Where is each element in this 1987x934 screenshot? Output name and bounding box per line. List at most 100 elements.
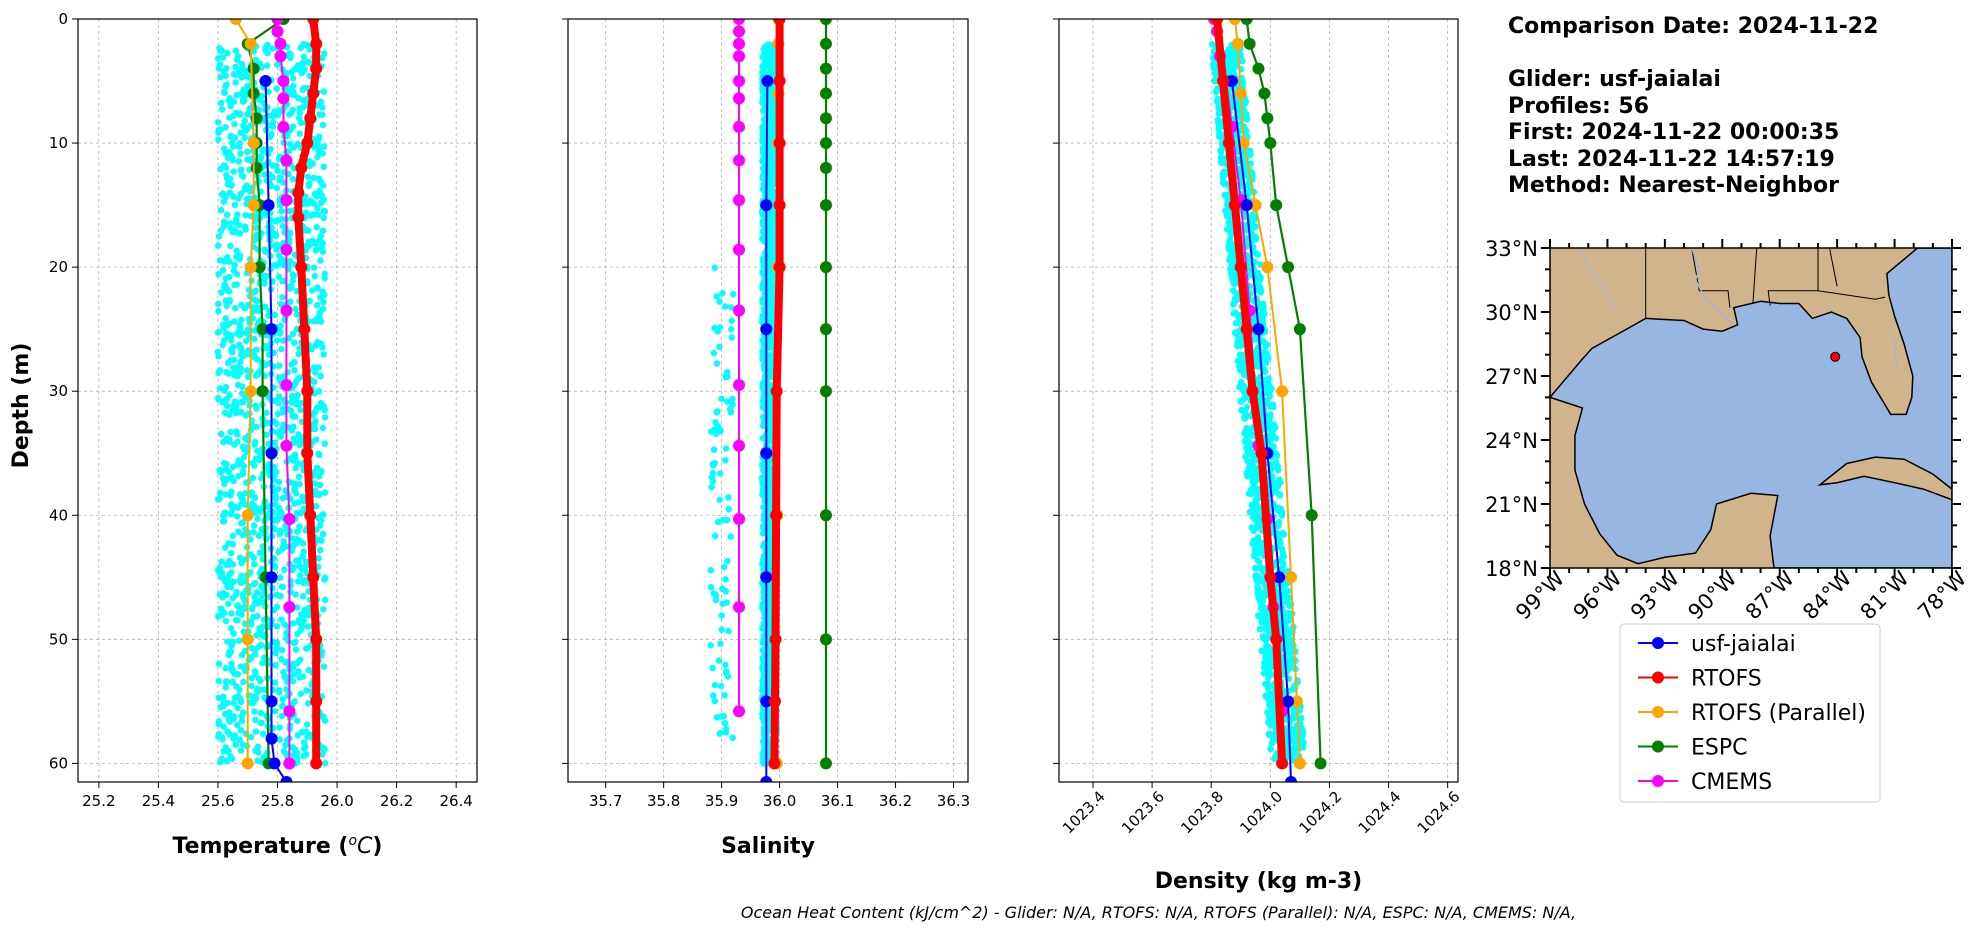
glider-point [224, 699, 231, 707]
glider-point [722, 457, 729, 464]
glider-point [283, 86, 290, 94]
glider-point [712, 591, 720, 599]
glider-point [1267, 745, 1274, 753]
glider-point [275, 511, 282, 519]
glider-point [309, 425, 317, 433]
glider-point [299, 553, 306, 560]
glider-point [715, 657, 722, 664]
glider-point [765, 619, 773, 626]
glider-point [312, 369, 319, 376]
glider-point [301, 606, 308, 613]
glider-point [301, 41, 309, 49]
glider-point [714, 518, 722, 526]
glider-point [242, 489, 249, 497]
series-marker [280, 304, 293, 317]
glider-point [230, 364, 237, 371]
glider-point [310, 174, 318, 182]
glider-point [320, 351, 327, 358]
series-marker [229, 19, 242, 25]
series-marker [819, 757, 832, 770]
glider-point [242, 211, 249, 219]
series-marker [819, 37, 832, 50]
series-marker [247, 199, 260, 212]
glider-point [1298, 715, 1305, 722]
glider-point [707, 642, 714, 649]
glider-point [226, 95, 233, 102]
glider-point [713, 293, 721, 300]
glider-point [710, 446, 718, 453]
glider-point [716, 470, 724, 477]
glider-point [320, 163, 327, 170]
series-marker [283, 601, 296, 614]
glider-point [321, 440, 328, 447]
series-marker [241, 757, 254, 770]
glider-point [286, 236, 293, 243]
glider-point [718, 612, 725, 619]
glider-point [233, 588, 240, 596]
glider-point [226, 189, 234, 197]
glider-point [232, 79, 239, 86]
glider-point [221, 475, 228, 483]
glider-point [238, 717, 246, 725]
glider-point [233, 281, 241, 288]
glider-point [232, 71, 239, 78]
glider-point [237, 727, 245, 734]
glider-point [276, 362, 283, 369]
glider-point [724, 557, 731, 565]
glider-point [238, 651, 246, 659]
series-marker [301, 447, 314, 460]
glider-point [217, 99, 225, 107]
glider-point [237, 351, 245, 358]
series-marker [253, 261, 266, 274]
glider-point [304, 700, 312, 707]
glider-point [229, 541, 237, 548]
glider-point [252, 224, 260, 231]
glider-point [273, 184, 281, 192]
glider-point [721, 692, 728, 699]
glider-point [252, 287, 259, 294]
series-marker [310, 62, 323, 75]
glider-point [724, 673, 732, 680]
glider-point [759, 404, 767, 411]
glider-point [305, 242, 312, 250]
glider-point [759, 705, 767, 713]
glider-point [241, 134, 248, 141]
glider-point [223, 591, 230, 599]
glider-point [321, 208, 329, 215]
glider-point [272, 217, 279, 225]
glider-point [306, 180, 313, 187]
glider-point [226, 436, 233, 443]
series-marker [244, 261, 257, 274]
glider-point [759, 714, 766, 722]
glider-point [215, 568, 222, 575]
glider-point [286, 285, 294, 292]
glider-point [290, 339, 298, 346]
series-marker [277, 120, 290, 133]
glider-point [292, 305, 299, 313]
glider-point [237, 358, 244, 366]
glider-point [255, 675, 263, 683]
glider-point [760, 45, 768, 53]
glider-point [1273, 452, 1281, 459]
glider-point [250, 529, 257, 536]
glider-point [300, 53, 308, 61]
glider-point [1265, 375, 1272, 382]
glider-point [1279, 529, 1286, 537]
glider-point [259, 730, 267, 738]
glider-point [232, 741, 239, 748]
glider-point [722, 303, 729, 310]
glider-point [222, 491, 229, 498]
glider-point [288, 392, 296, 400]
glider-point [232, 219, 239, 226]
glider-point [317, 232, 325, 240]
glider-point [229, 157, 236, 164]
glider-point [282, 742, 289, 749]
glider-point [221, 283, 228, 291]
glider-point [289, 123, 297, 130]
glider-point [217, 206, 225, 214]
glider-point [217, 74, 224, 81]
glider-point [719, 585, 726, 592]
glider-point [760, 488, 767, 495]
glider-point [312, 342, 319, 349]
